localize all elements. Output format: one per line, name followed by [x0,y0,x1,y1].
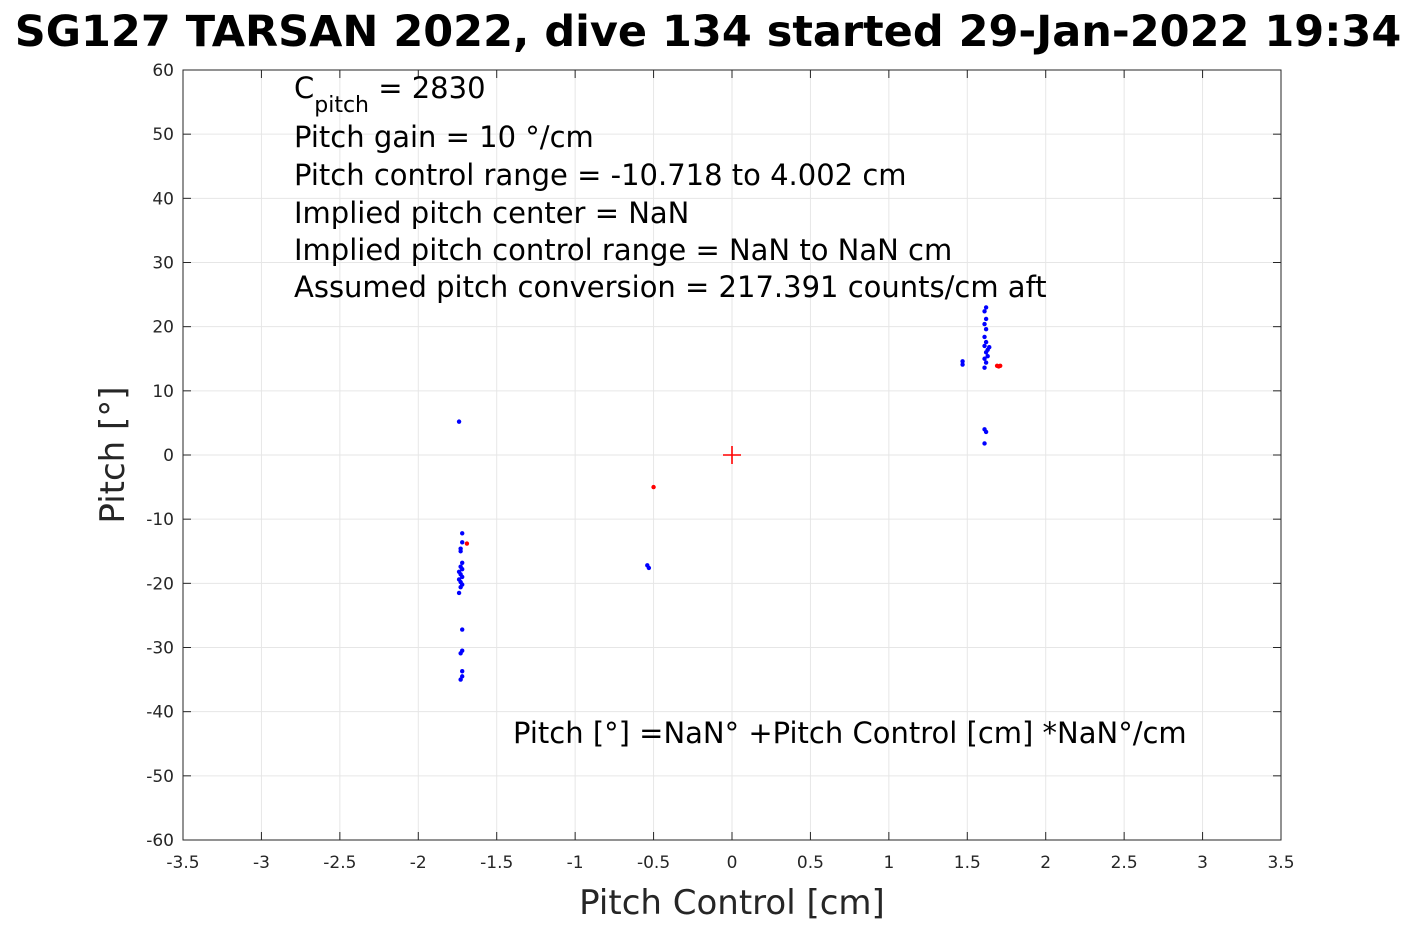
data-point [651,484,656,490]
data-point [458,651,463,656]
data-point [982,321,987,327]
y-tick-label: 10 [152,382,174,402]
y-tick-label: 50 [152,125,174,145]
data-point [464,541,470,546]
data-point [985,353,990,359]
center-marker [723,446,741,464]
data-point [983,339,989,345]
data-point [458,584,463,590]
x-tick-label: -1 [567,853,584,873]
y-tick-labels: -60 -50 -40 -30 -20 -10 0 10 20 30 40 50 60 [146,61,174,851]
y-tick-label: 30 [152,254,174,274]
data-point [460,627,465,632]
x-tick-label: -0.5 [637,853,670,873]
x-tick-label: -2 [410,853,427,873]
data-point [460,531,465,536]
x-tick-label: 2 [1040,853,1051,873]
data-point [983,350,989,355]
x-tick-label: -3.5 [166,853,199,873]
data-point [960,362,965,367]
data-point [983,305,989,310]
data-point [987,345,992,350]
data-point [983,316,989,322]
data-point [460,669,465,674]
y-tick-label: 60 [152,61,174,81]
y-tick-label: 0 [163,446,174,466]
pitch-gain-annotation: Pitch gain = 10 °/cm [294,120,594,154]
y-tick-label: -50 [146,767,174,787]
axis-ticks [182,69,1282,841]
x-tick-label: 0 [727,853,738,873]
x-tick-label: 3 [1197,853,1208,873]
x-tick-label: -3 [253,853,270,873]
data-point [460,560,465,565]
data-point [458,677,463,682]
fit-equation-annotation: Pitch [°] =NaN° +Pitch Control [cm] *NaN… [513,716,1187,750]
y-axis-label: Pitch [°] [93,386,133,523]
data-point [646,565,652,571]
y-tick-label: 20 [152,318,174,338]
data-point [982,427,987,432]
y-tick-label: -30 [146,639,174,659]
x-tick-label: 1 [883,853,894,873]
data-point [458,549,463,554]
data-point [982,356,987,361]
data-point [982,309,987,314]
data-point [460,540,465,545]
data-point [456,419,462,424]
data-point [982,365,987,370]
y-tick-label: -10 [146,510,174,530]
x-tick-label: 0.5 [797,853,824,873]
c-pitch-annotation: Cpitch = 2830 [294,71,486,118]
c-pitch-subscript: pitch [314,93,369,118]
x-tick-label: 3.5 [1267,853,1294,873]
plot-frame [182,69,1282,841]
y-tick-label: -40 [146,703,174,723]
data-point [960,359,965,364]
data-point [982,343,987,349]
data-point [456,590,462,596]
data-points [456,305,1003,682]
x-tick-labels: -3.5 -3 -2.5 -2 -1.5 -1 -0.5 0 0.5 1 1.5 2 2.5 3 3.5 [166,853,1294,873]
c-pitch-value: = 2830 [369,71,486,105]
x-tick-label: 1.5 [954,853,981,873]
c-pitch-main: C [294,71,314,105]
chart-title: SG127 TARSAN 2022, dive 134 started 29-J… [14,7,1402,57]
data-point [460,567,465,572]
y-tick-label: -20 [146,574,174,594]
implied-pitch-control-range-annotation: Implied pitch control range = NaN to NaN… [294,233,952,267]
x-axis-label: Pitch Control [cm] [579,883,885,923]
x-tick-label: -1.5 [480,853,513,873]
data-point [460,574,465,580]
pitch-control-range-annotation: Pitch control range = -10.718 to 4.002 c… [294,158,907,192]
x-tick-label: -2.5 [323,853,356,873]
data-point [998,363,1003,369]
data-point [982,441,987,446]
annotation-block: Cpitch = 2830 Pitch gain = 10 °/cm Pitch… [294,71,1047,304]
data-point [983,327,989,332]
data-point [982,334,987,340]
y-tick-label: 40 [152,189,174,209]
x-tick-label: 2.5 [1111,853,1138,873]
assumed-pitch-conversion-annotation: Assumed pitch conversion = 217.391 count… [294,270,1047,304]
implied-pitch-center-annotation: Implied pitch center = NaN [294,196,689,230]
y-tick-label: -60 [146,831,174,851]
data-point [983,360,989,365]
